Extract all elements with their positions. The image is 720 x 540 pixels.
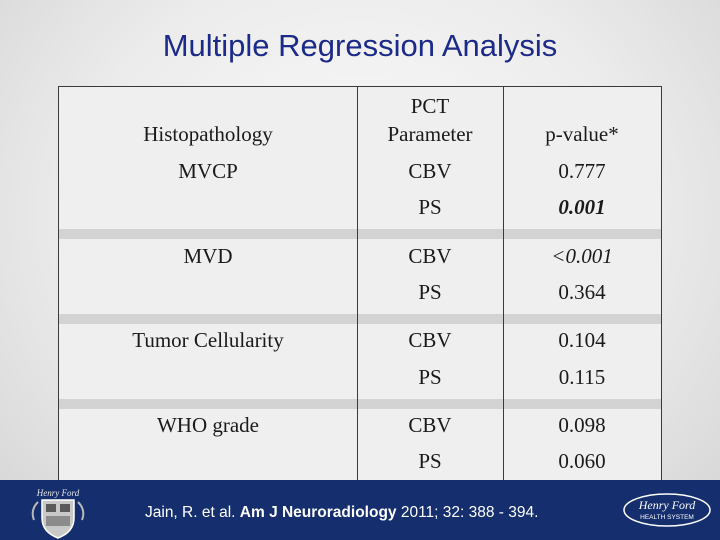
parameter-cell: CBV [408, 328, 452, 352]
pvalue-cell: 0.115 [558, 365, 606, 389]
pvalue-cell: 0.364 [558, 280, 606, 304]
group-label: Tumor Cellularity [132, 328, 284, 352]
group-label: MVD [183, 244, 233, 268]
header-pvalue: p-value* [545, 122, 619, 146]
citation: Jain, R. et al. Am J Neuroradiology 2011… [145, 504, 538, 522]
pvalue-cell: 0.060 [558, 449, 606, 473]
parameter-cell: PS [418, 449, 442, 473]
pvalue-cell-significant: <0.001 [551, 244, 613, 268]
pvalue-cell: 0.098 [558, 413, 606, 437]
header-pct-line2: Parameter [387, 122, 473, 146]
health-system-logo: Henry Ford HEALTH SYSTEM [623, 493, 711, 527]
column-divider [357, 87, 358, 481]
logo-wordmark: Henry Ford [638, 498, 697, 512]
pvalue-cell-significant: 0.001 [558, 195, 606, 219]
citation-journal: Am J Neuroradiology [239, 504, 397, 521]
citation-details: 2011; 32: 388 - 394. [400, 504, 539, 521]
parameter-cell: CBV [408, 413, 452, 437]
parameter-cell: PS [418, 280, 442, 304]
group-label: WHO grade [156, 413, 260, 437]
hospital-crest-logo: Henry Ford [31, 488, 85, 539]
group-label: MVCP [178, 159, 238, 183]
parameter-cell: CBV [408, 244, 452, 268]
row-separator [59, 229, 661, 239]
row-separator [59, 314, 661, 324]
citation-authors: Jain, R. et al. [145, 504, 236, 521]
parameter-cell: PS [418, 195, 442, 219]
slide-title: Multiple Regression Analysis [162, 28, 558, 63]
crest-lettering: Henry Ford [36, 488, 80, 498]
header-pct-line1: PCT [410, 94, 450, 118]
pvalue-cell: 0.104 [558, 328, 606, 352]
header-histopathology: Histopathology [143, 122, 273, 146]
regression-table: Histopathology PCT Parameter p-value* MV… [58, 86, 662, 481]
footer-bar [0, 480, 720, 540]
column-divider [503, 87, 504, 481]
parameter-cell: PS [418, 365, 442, 389]
parameter-cell: CBV [408, 159, 452, 183]
logo-subtitle: HEALTH SYSTEM [640, 514, 694, 521]
pvalue-cell: 0.777 [558, 159, 606, 183]
row-separator [59, 399, 661, 409]
